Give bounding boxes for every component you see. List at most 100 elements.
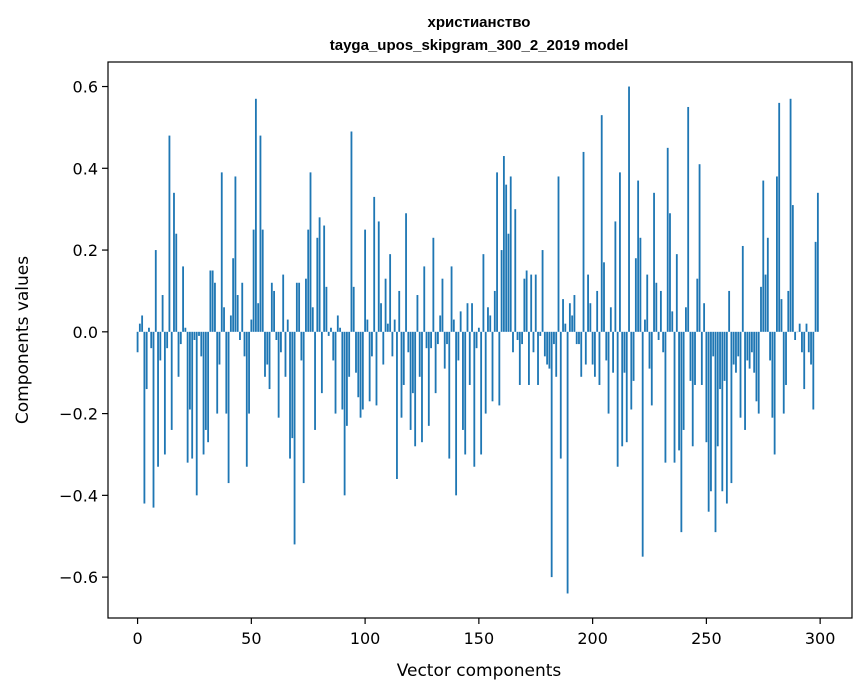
bar-119 — [407, 331, 410, 353]
chart-subtitle: tayga_upos_skipgram_300_2_2019 model — [330, 37, 629, 54]
bar-289 — [794, 331, 797, 340]
bar-229 — [657, 331, 660, 340]
bar-112 — [391, 331, 394, 357]
bar-125 — [421, 331, 423, 443]
y-tick-label: −0.4 — [59, 486, 98, 505]
bar-193 — [575, 331, 578, 345]
bar-285 — [785, 331, 787, 385]
bar-261 — [730, 331, 733, 484]
bar-87 — [334, 331, 337, 414]
bar-216 — [628, 86, 630, 332]
bar-210 — [614, 221, 617, 332]
bar-126 — [423, 266, 426, 332]
bar-129 — [430, 331, 432, 349]
bar-80 — [318, 217, 321, 332]
bar-152 — [482, 254, 485, 332]
bar-267 — [744, 331, 746, 430]
bar-250 — [705, 331, 708, 443]
bar-203 — [598, 331, 601, 385]
bar-253 — [712, 331, 715, 357]
bar-237 — [675, 254, 678, 332]
bar-214 — [623, 331, 626, 373]
bar-249 — [703, 303, 706, 332]
bar-48 — [245, 331, 248, 467]
bar-242 — [687, 106, 690, 332]
bar-228 — [655, 282, 658, 332]
bar-182 — [550, 331, 553, 578]
bar-153 — [484, 331, 487, 414]
bar-183 — [553, 331, 555, 345]
bar-30 — [204, 331, 207, 430]
bar-9 — [157, 331, 159, 467]
bar-69 — [293, 331, 296, 545]
bar-197 — [584, 331, 587, 365]
bar-66 — [286, 319, 289, 332]
bar-178 — [541, 250, 544, 332]
bar-124 — [418, 331, 421, 377]
bar-288 — [791, 205, 794, 332]
bar-298 — [814, 241, 817, 332]
x-tick-label: 200 — [577, 629, 608, 648]
bar-74 — [305, 278, 307, 332]
bar-49 — [248, 331, 250, 414]
bar-270 — [750, 331, 753, 353]
bar-134 — [441, 278, 444, 332]
bar-151 — [480, 331, 483, 455]
bar-143 — [462, 331, 464, 430]
bar-192 — [573, 295, 576, 332]
bar-121 — [411, 331, 414, 394]
bar-51 — [252, 229, 255, 332]
bar-172 — [528, 331, 530, 385]
bar-234 — [669, 213, 671, 332]
bar-217 — [630, 331, 633, 410]
bar-251 — [707, 331, 710, 512]
bar-71 — [298, 282, 301, 332]
bar-83 — [325, 286, 328, 332]
bar-59 — [270, 282, 273, 332]
bar-6 — [150, 331, 153, 349]
bar-95 — [352, 286, 355, 332]
bar-175 — [534, 274, 537, 332]
bar-146 — [468, 331, 471, 385]
bar-241 — [685, 307, 687, 332]
bar-226 — [650, 331, 653, 406]
y-tick-label: −0.6 — [59, 568, 98, 587]
y-tick-label: 0.4 — [73, 159, 98, 178]
bar-148 — [473, 331, 476, 467]
bar-3 — [143, 331, 146, 504]
bar-34 — [214, 282, 216, 332]
bar-269 — [748, 331, 751, 369]
bar-158 — [496, 172, 498, 332]
bar-221 — [639, 237, 642, 332]
bar-2 — [141, 315, 144, 332]
bar-97 — [357, 331, 360, 398]
bar-194 — [578, 331, 580, 345]
bar-204 — [600, 115, 603, 332]
x-tick-label: 50 — [241, 629, 261, 648]
bar-205 — [603, 262, 605, 332]
x-tick-label: 100 — [350, 629, 381, 648]
bar-91 — [343, 331, 346, 496]
bar-104 — [373, 196, 376, 332]
bar-252 — [710, 331, 712, 492]
bar-136 — [446, 331, 448, 345]
bar-107 — [380, 303, 382, 332]
bar-149 — [475, 331, 478, 349]
y-axis-ticks: −0.6 −0.4 −0.2 0.0 0.2 0.4 0.6 — [59, 78, 108, 587]
bar-7 — [152, 331, 155, 508]
bar-273 — [757, 331, 760, 414]
bar-282 — [778, 102, 781, 332]
bar-75 — [307, 229, 310, 332]
bar-191 — [571, 315, 574, 332]
bar-39 — [225, 331, 228, 414]
bar-15 — [170, 331, 173, 430]
bar-108 — [382, 331, 385, 365]
bar-154 — [487, 307, 489, 332]
bar-166 — [514, 209, 517, 332]
bar-283 — [780, 299, 783, 332]
bar-286 — [787, 290, 790, 332]
bar-235 — [671, 311, 674, 332]
bar-82 — [323, 225, 326, 332]
bar-19 — [179, 331, 182, 345]
bar-128 — [427, 331, 430, 426]
